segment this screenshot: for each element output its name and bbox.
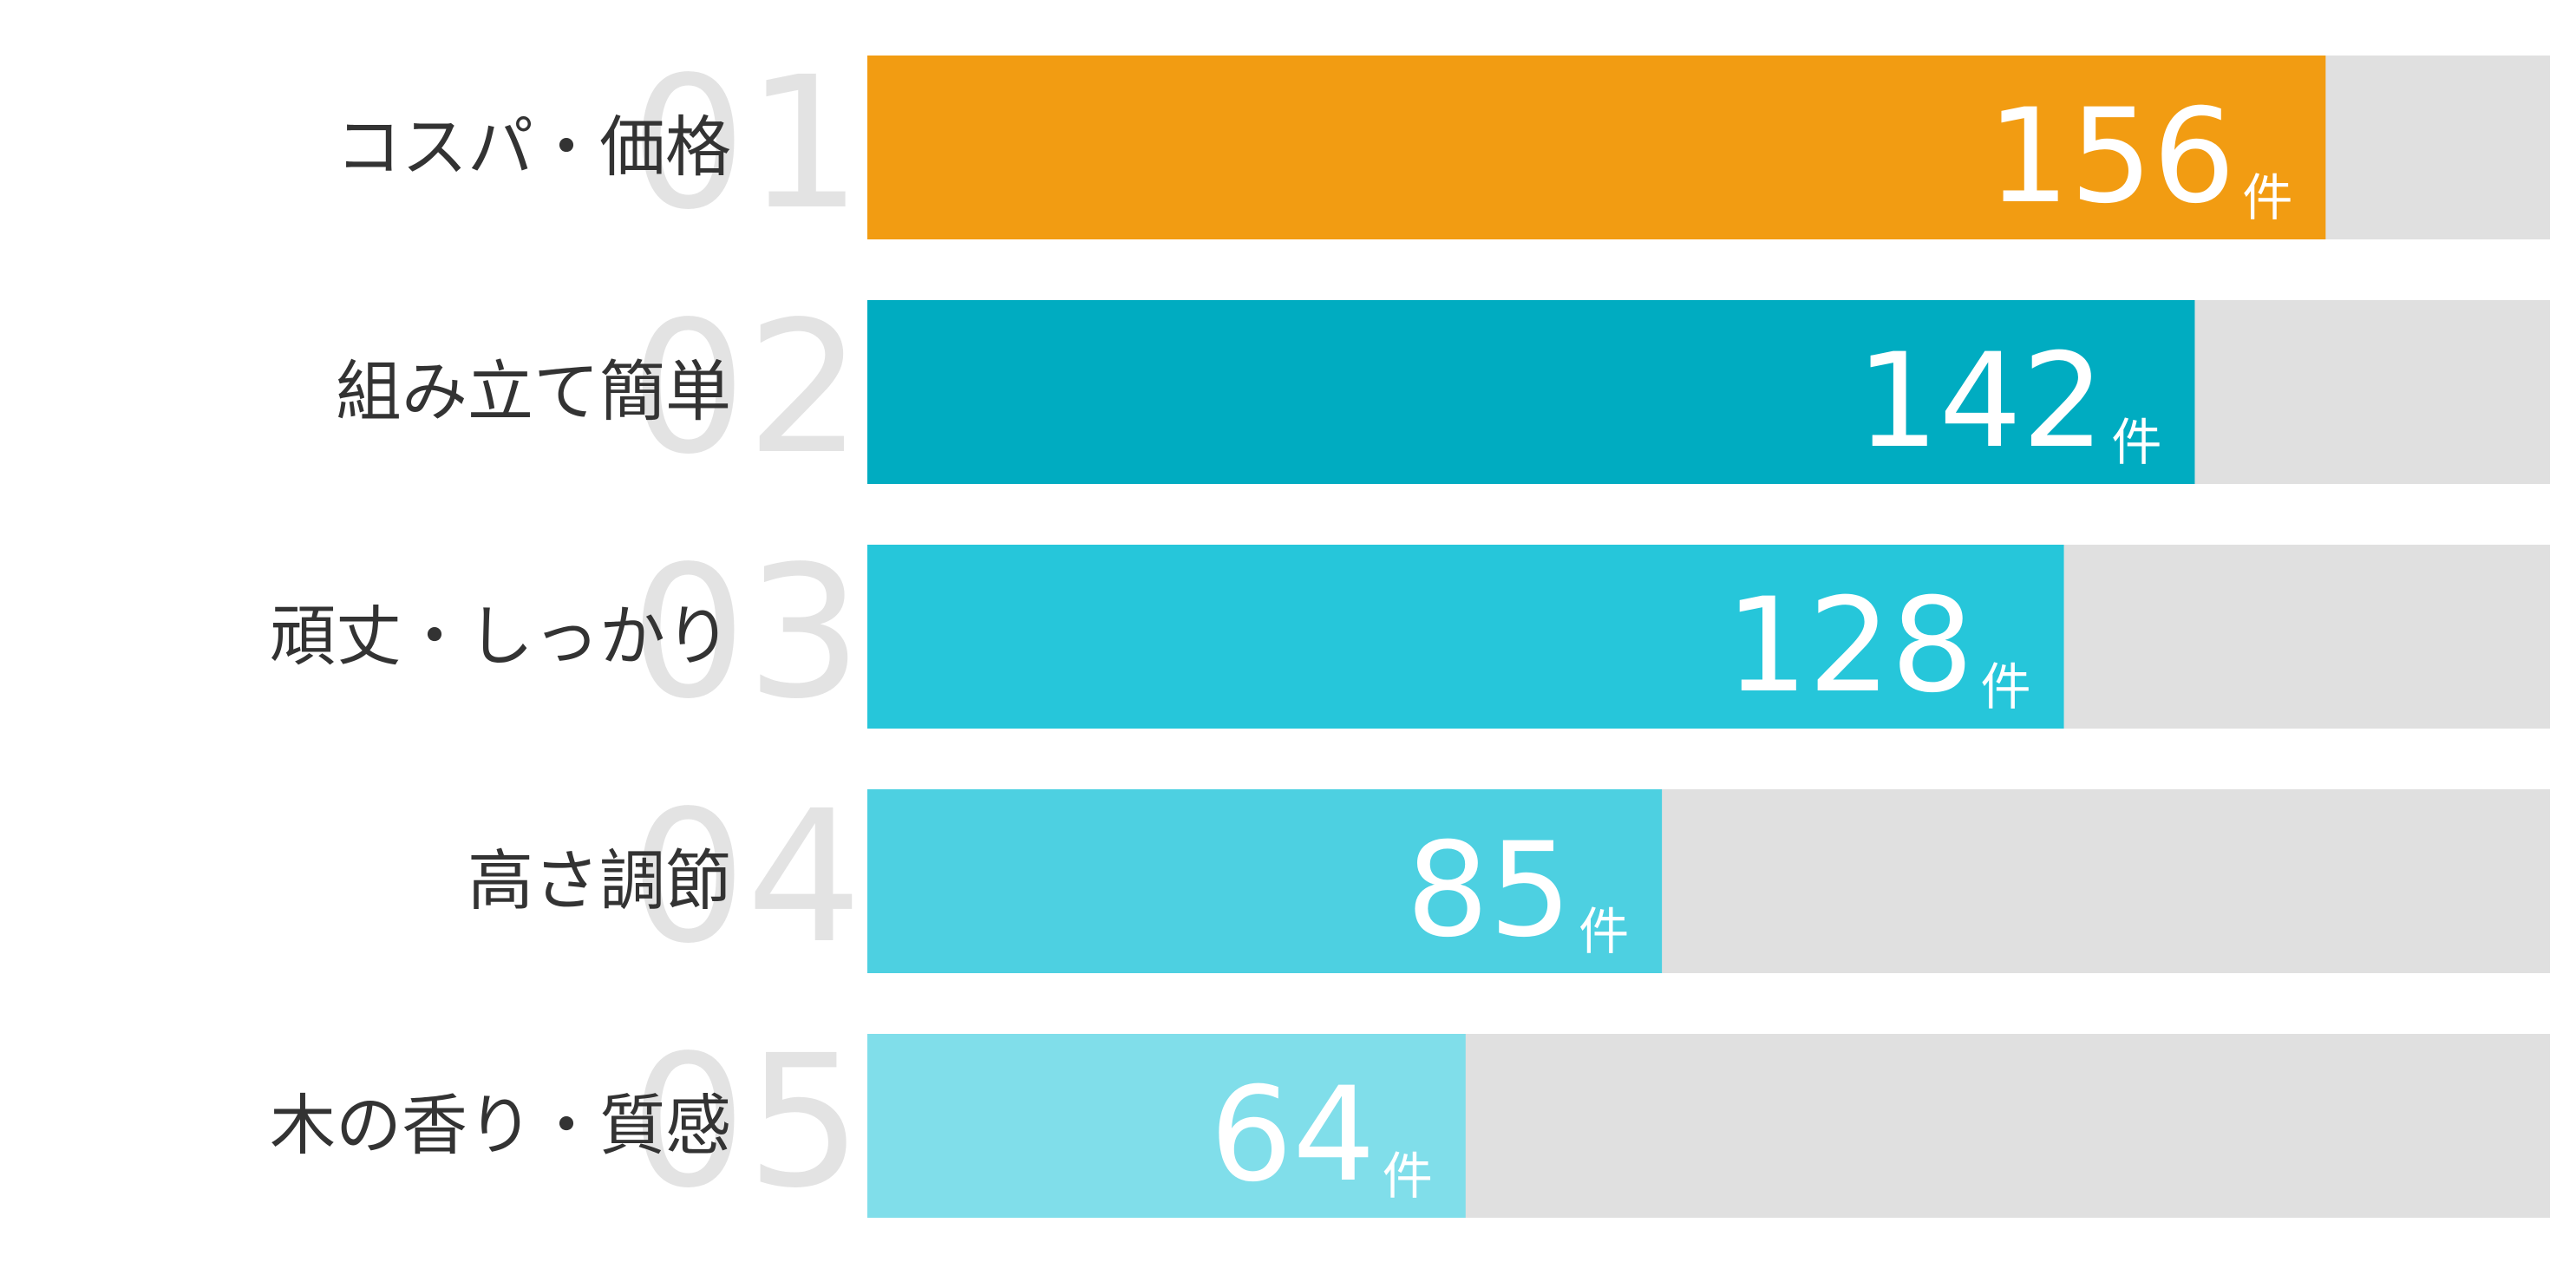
rank-number: 03: [631, 526, 862, 739]
value-label: 64: [1210, 1060, 1376, 1211]
value-unit: 件: [1981, 657, 2031, 716]
category-label: コスパ・価格: [336, 108, 731, 186]
value-label: 142: [1856, 326, 2104, 477]
category-label: 高さ調節: [467, 842, 731, 919]
value-unit: 件: [2242, 168, 2292, 227]
category-label: 木の香り・質感: [270, 1087, 731, 1164]
value-unit: 件: [1383, 1147, 1433, 1206]
rank-number: 01: [631, 37, 862, 250]
bar: [867, 545, 2064, 729]
rank-number: 02: [631, 282, 862, 494]
bar: [867, 56, 2326, 239]
bar: [867, 1034, 1466, 1218]
bar: [867, 300, 2195, 484]
category-label: 組み立て簡単: [336, 353, 731, 430]
rank-number: 05: [631, 1016, 862, 1228]
value-label: 85: [1406, 815, 1572, 966]
value-label: 156: [1987, 82, 2235, 232]
value-unit: 件: [2111, 413, 2161, 472]
bar: [867, 789, 1663, 973]
value-unit: 件: [1579, 902, 1629, 961]
category-label: 頑丈・しっかり: [270, 598, 731, 675]
rank-number: 04: [631, 771, 862, 984]
value-label: 128: [1725, 571, 1973, 722]
